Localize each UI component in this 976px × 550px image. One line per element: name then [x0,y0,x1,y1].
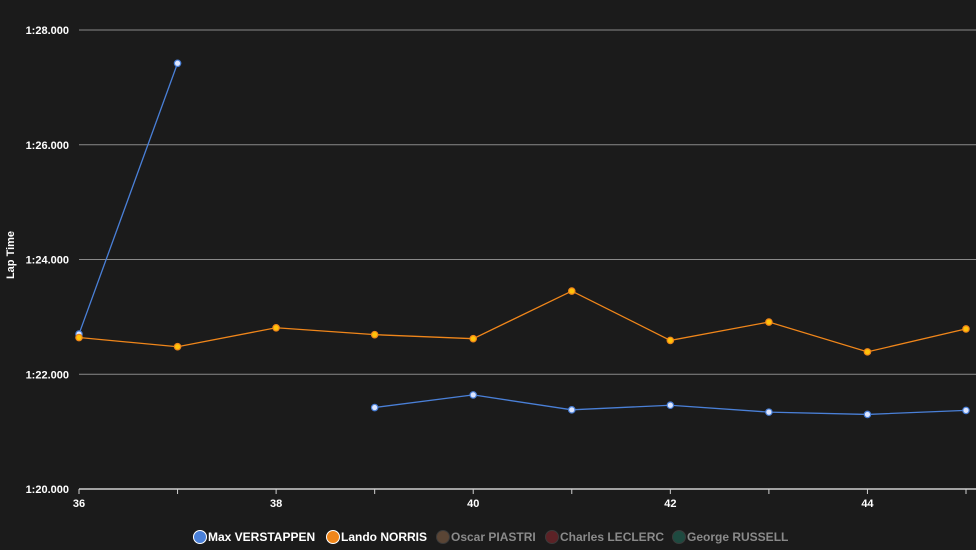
y-tick-label: 1:20.000 [26,484,69,496]
x-tick-label: 44 [861,498,874,510]
legend-swatch [545,530,559,544]
data-point-max-verstappen[interactable] [666,401,675,410]
y-tick-label: 1:22.000 [26,369,69,381]
data-point-max-verstappen[interactable] [765,408,773,416]
legend-swatch [672,530,686,544]
y-tick-label: 1:28.000 [26,25,69,37]
legend-label: Charles LECLERC [560,530,664,544]
data-point-lando-norris[interactable] [370,330,379,339]
y-axis-title: Lap Time [5,231,17,279]
data-point-lando-norris[interactable] [272,323,280,332]
legend-item-lando-norris[interactable]: Lando NORRIS [326,530,428,544]
data-point-lando-norris[interactable] [469,334,478,343]
x-tick-label: 36 [73,498,85,510]
legend-swatch [326,530,340,544]
data-point-lando-norris[interactable] [962,325,970,333]
data-point-lando-norris[interactable] [567,287,576,295]
legend-swatch [193,530,207,544]
grid-layer [79,29,976,490]
data-point-lando-norris[interactable] [666,336,675,345]
axis-layer: 1:20.000 1:22.000 1:24.000 1:26.000 1:28.000… [26,25,976,510]
legend-item-max-verstappen[interactable]: Max VERSTAPPEN [193,530,316,544]
data-point-lando-norris[interactable] [863,348,872,356]
data-point-max-verstappen[interactable] [567,406,576,414]
data-point-max-verstappen[interactable] [469,391,478,399]
legend-swatch [436,530,450,544]
series-line-lando-norris [78,290,967,353]
data-point-max-verstappen[interactable] [863,410,872,419]
y-tick-label: 1:26.000 [26,140,69,152]
x-tick-label: 40 [467,498,479,510]
data-point-max-verstappen[interactable] [370,403,379,412]
data-point-max-verstappen[interactable] [173,59,182,68]
y-tick-label: 1:24.000 [26,255,69,267]
x-tick-label: 38 [270,498,282,510]
data-point-lando-norris[interactable] [75,333,83,342]
legend-label: Oscar PIASTRI [451,530,536,544]
series-line-max-verstappen [78,63,179,335]
legend-item-george-russell[interactable]: George RUSSELL [672,530,789,544]
legend-item-charles-leclerc[interactable]: Charles LECLERC [545,530,665,544]
legend: Max VERSTAPPEN Lando NORRIS Oscar PIASTRI C… [193,530,789,544]
legend-label: Max VERSTAPPEN [208,530,315,544]
data-point-max-verstappen[interactable] [962,406,970,415]
data-point-lando-norris[interactable] [173,342,182,351]
legend-label: George RUSSELL [687,530,788,544]
legend-label: Lando NORRIS [341,530,427,544]
x-tick-label: 42 [664,498,676,510]
data-point-lando-norris[interactable] [765,318,773,326]
series-layer [75,59,970,419]
legend-item-oscar-piastri[interactable]: Oscar PIASTRI [436,530,536,544]
